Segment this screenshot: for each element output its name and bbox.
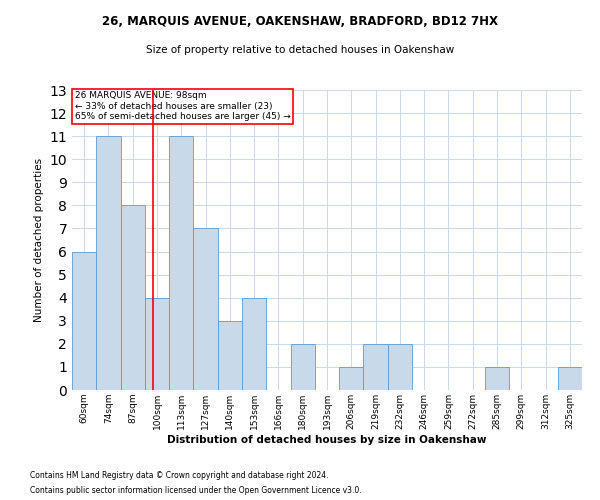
Bar	[558, 367, 582, 390]
Text: 26 MARQUIS AVENUE: 98sqm
← 33% of detached houses are smaller (23)
65% of semi-d: 26 MARQUIS AVENUE: 98sqm ← 33% of detach…	[74, 92, 290, 122]
Bar	[388, 344, 412, 390]
Text: Size of property relative to detached houses in Oakenshaw: Size of property relative to detached ho…	[146, 45, 454, 55]
Bar	[364, 344, 388, 390]
X-axis label: Distribution of detached houses by size in Oakenshaw: Distribution of detached houses by size …	[167, 434, 487, 444]
Bar	[218, 321, 242, 390]
Text: Contains public sector information licensed under the Open Government Licence v3: Contains public sector information licen…	[30, 486, 362, 495]
Bar	[242, 298, 266, 390]
Bar	[121, 206, 145, 390]
Text: Contains HM Land Registry data © Crown copyright and database right 2024.: Contains HM Land Registry data © Crown c…	[30, 471, 329, 480]
Bar	[193, 228, 218, 390]
Bar	[290, 344, 315, 390]
Bar	[169, 136, 193, 390]
Bar	[339, 367, 364, 390]
Y-axis label: Number of detached properties: Number of detached properties	[34, 158, 44, 322]
Bar	[96, 136, 121, 390]
Bar	[72, 252, 96, 390]
Bar	[485, 367, 509, 390]
Text: 26, MARQUIS AVENUE, OAKENSHAW, BRADFORD, BD12 7HX: 26, MARQUIS AVENUE, OAKENSHAW, BRADFORD,…	[102, 15, 498, 28]
Bar	[145, 298, 169, 390]
